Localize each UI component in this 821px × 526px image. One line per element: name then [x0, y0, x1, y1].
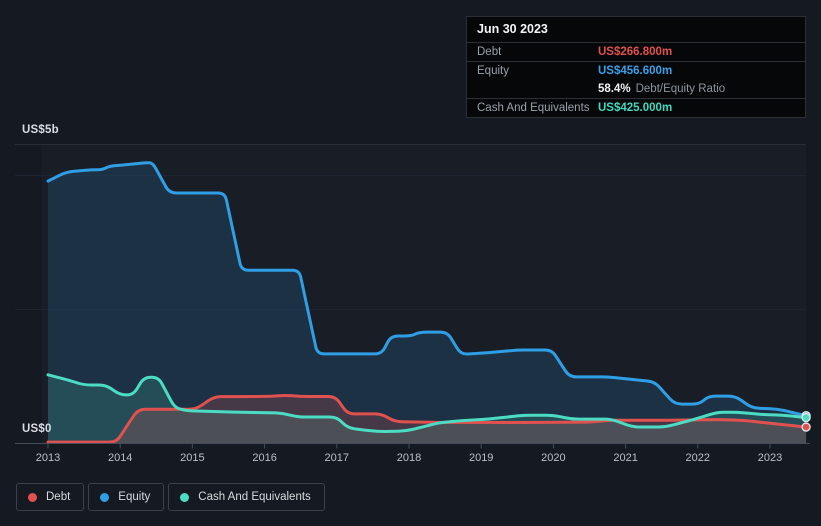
x-axis-label: 2022	[686, 452, 710, 464]
legend-cash-label: Cash And Equivalents	[198, 491, 311, 503]
tooltip-debt-label: Debt	[477, 46, 502, 58]
tooltip-ratio-label: Debt/Equity Ratio	[635, 83, 726, 95]
legend-item-equity[interactable]: Equity	[88, 483, 165, 511]
x-axis-label: 2017	[325, 452, 349, 464]
legend-equity-label: Equity	[118, 491, 151, 503]
debt-line	[46, 393, 808, 444]
cash-and-equivalents-area	[48, 374, 807, 443]
debt-area	[48, 395, 807, 443]
cash-and-equivalents-line	[46, 373, 808, 433]
legend-item-debt[interactable]: Debt	[16, 483, 85, 511]
debt-equity-area-plot: 2013 2014 2015 2016 2017 2018 2019 2020 2021 2022…	[15, 144, 811, 464]
endpoint-dot-cash-and-equivalents	[801, 412, 811, 423]
equity-line	[46, 161, 808, 418]
cash-dot-icon	[180, 492, 190, 502]
tooltip-ratio-value: 58.4%	[598, 83, 631, 95]
tooltip-row-equity: Equity US$456.600m	[467, 62, 805, 80]
x-axis-label: 2018	[397, 452, 421, 464]
legend-item-cash[interactable]: Cash And Equivalents	[168, 483, 325, 511]
tooltip-row-cash: Cash And Equivalents US$425.000m	[467, 99, 805, 117]
tooltip-equity-label: Equity	[477, 65, 509, 77]
tooltip-equity-value: US$456.600m	[598, 65, 673, 77]
x-axis-label: 2019	[469, 452, 493, 464]
x-axis-label: 2015	[180, 452, 204, 464]
x-axis-label: 2014	[108, 452, 132, 464]
tooltip-debt-value: US$266.800m	[598, 46, 673, 58]
x-axis-label: 2023	[758, 452, 782, 464]
legend-debt-label: Debt	[46, 491, 71, 503]
chart-tooltip: Jun 30 2023 Debt US$266.800m Equity US$4…	[466, 16, 806, 118]
x-axis-label: 2013	[36, 452, 60, 464]
x-axis-label: 2016	[252, 452, 276, 464]
equity-dot-icon	[100, 492, 110, 502]
endpoint-dot-debt	[801, 422, 811, 432]
x-axis-label: 2020	[541, 452, 565, 464]
tooltip-date: Jun 30 2023	[467, 17, 805, 43]
chart-legend: Debt Equity Cash And Equivalents	[16, 483, 325, 511]
x-axis-label: 2021	[613, 452, 637, 464]
tooltip-cash-label: Cash And Equivalents	[477, 102, 590, 114]
debt-dot-icon	[28, 492, 37, 502]
tooltip-cash-value: US$425.000m	[598, 102, 673, 114]
y-axis-label-max: US$5b	[22, 124, 59, 136]
tooltip-row-debt: Debt US$266.800m	[467, 43, 805, 62]
tooltip-row-ratio: 58.4% Debt/Equity Ratio	[467, 80, 805, 99]
y-axis-label-zero: US$0	[22, 423, 52, 435]
equity-area	[48, 162, 807, 444]
